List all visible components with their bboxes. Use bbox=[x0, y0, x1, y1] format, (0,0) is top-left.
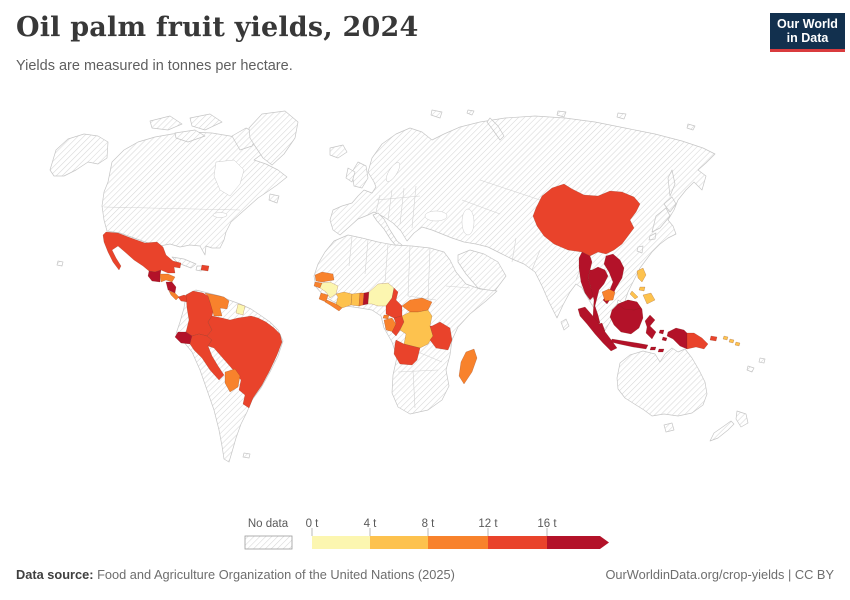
landmass-greenland bbox=[248, 110, 299, 166]
country-senegal[interactable] bbox=[314, 271, 335, 283]
landmass-australia bbox=[616, 347, 708, 417]
country-brazil[interactable] bbox=[206, 315, 283, 409]
legend-bin-4[interactable] bbox=[547, 536, 609, 549]
owid-logo[interactable]: Our World in Data bbox=[770, 13, 845, 52]
landmass-tasmania bbox=[663, 422, 675, 433]
country-guatemala[interactable] bbox=[147, 269, 162, 283]
landmass-novaya-zemlya bbox=[486, 117, 505, 141]
landmass-north-america bbox=[101, 131, 288, 256]
legend-no-data-label: No data bbox=[248, 518, 289, 530]
country-indonesia-papua[interactable] bbox=[666, 327, 688, 350]
country-indonesia-sulawesi[interactable] bbox=[644, 314, 657, 340]
landmass-sri-lanka bbox=[560, 318, 570, 331]
legend-tick-label: 16 t bbox=[537, 518, 557, 530]
legend-tick-label: 0 t bbox=[306, 518, 320, 530]
data-source-label: Data source: bbox=[16, 567, 94, 582]
owid-logo-line1: Our World bbox=[777, 17, 838, 31]
data-source: Data source: Food and Agriculture Organi… bbox=[16, 567, 455, 582]
country-papua-new-guinea[interactable] bbox=[686, 332, 709, 350]
landmass-new-zealand bbox=[709, 410, 749, 442]
country-equatorial-guinea[interactable] bbox=[382, 314, 390, 320]
country-thailand[interactable] bbox=[587, 266, 609, 326]
legend-bin-0[interactable] bbox=[312, 536, 370, 549]
country-indonesia-lesser-sunda[interactable] bbox=[649, 346, 665, 353]
country-nicaragua[interactable] bbox=[165, 281, 177, 294]
country-malaysia-borneo[interactable] bbox=[617, 299, 642, 311]
country-philippines-mindanao[interactable] bbox=[642, 292, 656, 305]
black-sea bbox=[424, 210, 448, 222]
data-source-text: Food and Agriculture Organization of the… bbox=[93, 567, 455, 582]
country-peru[interactable] bbox=[189, 333, 225, 381]
country-indonesia-moluccas[interactable] bbox=[658, 329, 668, 342]
landmass-alaska bbox=[49, 133, 109, 177]
legend-bin-3[interactable] bbox=[488, 536, 547, 549]
country-china[interactable] bbox=[532, 183, 641, 257]
landmass-italy bbox=[372, 212, 403, 249]
country-honduras[interactable] bbox=[159, 273, 176, 283]
landmass-newfoundland bbox=[268, 193, 280, 204]
country-tanzania[interactable] bbox=[429, 321, 453, 351]
landmass-arabia bbox=[457, 249, 507, 293]
landmass-taiwan bbox=[636, 245, 644, 254]
page-subtitle: Yields are measured in tonnes per hectar… bbox=[16, 58, 293, 74]
country-venezuela[interactable] bbox=[204, 292, 230, 317]
choropleth-countries bbox=[102, 183, 741, 409]
world-map[interactable]: No data 0 t 4 t 8 t 12 t 16 t bbox=[0, 90, 850, 560]
country-borders bbox=[103, 179, 611, 409]
chart-footer: Data source: Food and Agriculture Organi… bbox=[16, 567, 834, 582]
landmass-japan bbox=[648, 196, 677, 241]
country-dominican-republic[interactable] bbox=[200, 264, 210, 272]
country-cameroon[interactable] bbox=[385, 287, 403, 319]
legend-tick-label: 8 t bbox=[422, 518, 436, 530]
country-cote-divoire[interactable] bbox=[335, 291, 353, 309]
country-ghana[interactable] bbox=[350, 292, 361, 307]
country-indonesia-java[interactable] bbox=[610, 338, 649, 350]
landmass-falklands bbox=[242, 452, 251, 459]
country-indonesia-sumatra[interactable] bbox=[577, 306, 618, 352]
country-costa-rica[interactable] bbox=[168, 290, 180, 301]
landmass-svalbard bbox=[430, 109, 475, 119]
country-solomon-islands[interactable] bbox=[722, 335, 741, 347]
country-philippines-palawan[interactable] bbox=[629, 290, 639, 300]
legend-tick-label: 4 t bbox=[364, 518, 378, 530]
baltic-sea bbox=[386, 162, 400, 182]
legend-no-data-swatch[interactable] bbox=[244, 535, 293, 550]
country-paraguay[interactable] bbox=[224, 368, 241, 393]
country-png-new-britain[interactable] bbox=[709, 335, 718, 342]
landmass-iceland bbox=[329, 144, 348, 159]
legend-tick-label: 12 t bbox=[478, 518, 498, 530]
legend-color-bar: 0 t 4 t 8 t 12 t 16 t bbox=[306, 518, 609, 549]
country-suriname[interactable] bbox=[235, 303, 246, 316]
owid-logo-line2: in Data bbox=[786, 31, 829, 45]
great-lakes bbox=[212, 212, 228, 218]
caspian-sea bbox=[461, 208, 475, 236]
map-legend: No data 0 t 4 t 8 t 12 t 16 t bbox=[244, 518, 609, 550]
attribution-link[interactable]: OurWorldinData.org/crop-yields | CC BY bbox=[605, 567, 834, 582]
inland-water bbox=[212, 159, 475, 236]
landmass-ireland bbox=[345, 167, 356, 183]
landmass-hispaniola-west bbox=[195, 265, 203, 272]
legend-bin-1[interactable] bbox=[370, 536, 428, 549]
country-angola[interactable] bbox=[393, 339, 421, 366]
no-data-landmasses bbox=[49, 109, 766, 463]
country-dr-congo[interactable] bbox=[399, 309, 434, 349]
landmass-arctic-islands bbox=[149, 113, 259, 151]
country-philippines-visayas[interactable] bbox=[638, 286, 646, 292]
landmass-siberian-islands bbox=[556, 110, 696, 131]
landmass-sakhalin bbox=[667, 169, 676, 197]
landmass-pacific-islands bbox=[56, 260, 766, 373]
country-philippines-luzon[interactable] bbox=[636, 267, 647, 283]
country-vietnam[interactable] bbox=[602, 253, 625, 305]
country-madagascar[interactable] bbox=[458, 348, 478, 385]
country-cambodia[interactable] bbox=[601, 288, 616, 302]
country-guinea[interactable] bbox=[319, 281, 339, 299]
page-title: Oil palm fruit yields, 2024 bbox=[16, 12, 419, 43]
hudson-bay bbox=[213, 159, 245, 197]
legend-bin-2[interactable] bbox=[428, 536, 488, 549]
